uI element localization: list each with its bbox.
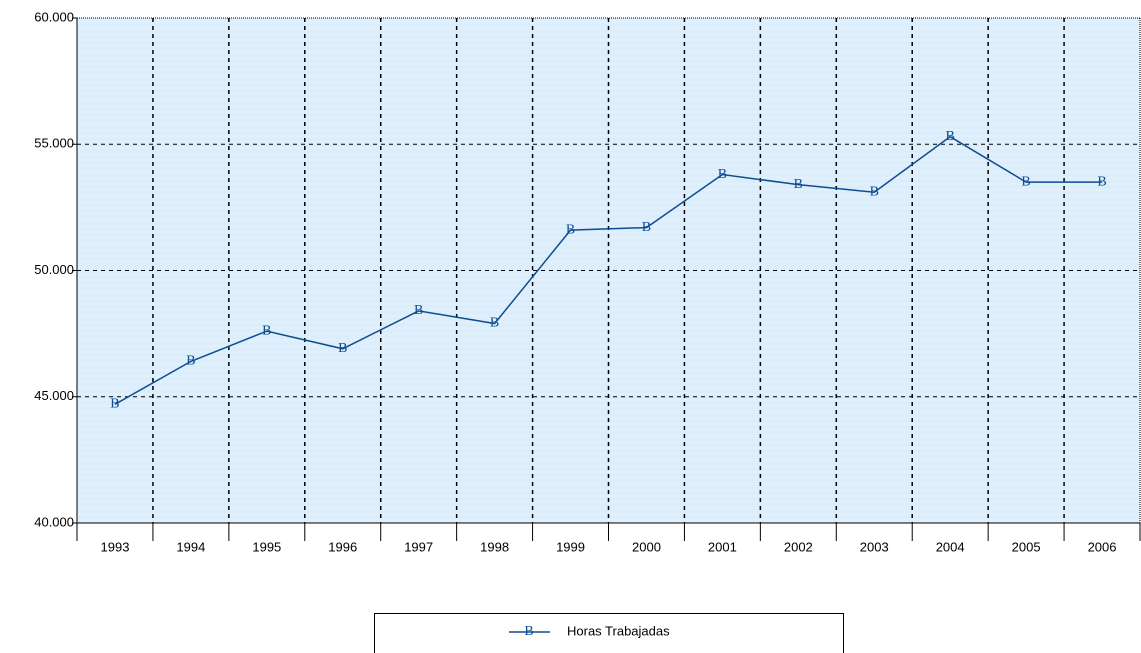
x-tick-label: 1997 (404, 539, 433, 554)
series-line (114, 135, 1103, 405)
x-tick-label: 2001 (708, 539, 737, 554)
legend-marker: B (524, 624, 533, 639)
x-tick-label: 1995 (252, 539, 281, 554)
marker: B (338, 341, 347, 356)
y-tick-label: 55.000 (34, 136, 74, 151)
marker: B (110, 397, 119, 412)
x-tick-label: 1998 (480, 539, 509, 554)
marker: B (414, 303, 423, 318)
x-tick-label: 1993 (101, 539, 130, 554)
x-tick-label: 2005 (1012, 539, 1041, 554)
marker: B (946, 129, 955, 144)
x-tick-label: 1996 (328, 539, 357, 554)
x-tick-label: 1994 (176, 539, 205, 554)
x-tick-label: 2004 (936, 539, 965, 554)
marker: B (1021, 174, 1030, 189)
marker: B (794, 177, 803, 192)
x-tick-label: 1999 (556, 539, 585, 554)
legend-box (374, 613, 844, 653)
marker: B (262, 323, 271, 338)
y-tick-label: 60.000 (34, 9, 74, 24)
marker: B (490, 316, 499, 331)
x-tick-label: 2006 (1088, 539, 1117, 554)
x-tick-label: 2002 (784, 539, 813, 554)
marker: B (566, 222, 575, 237)
marker: B (186, 354, 195, 369)
legend-label: Horas Trabajadas (567, 623, 670, 638)
marker: B (642, 220, 651, 235)
marker: B (1097, 174, 1106, 189)
marker: B (870, 184, 879, 199)
y-tick-label: 50.000 (34, 262, 74, 277)
y-tick-label: 45.000 (34, 388, 74, 403)
marker: B (718, 167, 727, 182)
x-tick-label: 2000 (632, 539, 661, 554)
x-tick-label: 2003 (860, 539, 889, 554)
y-tick-label: 40.000 (34, 514, 74, 529)
